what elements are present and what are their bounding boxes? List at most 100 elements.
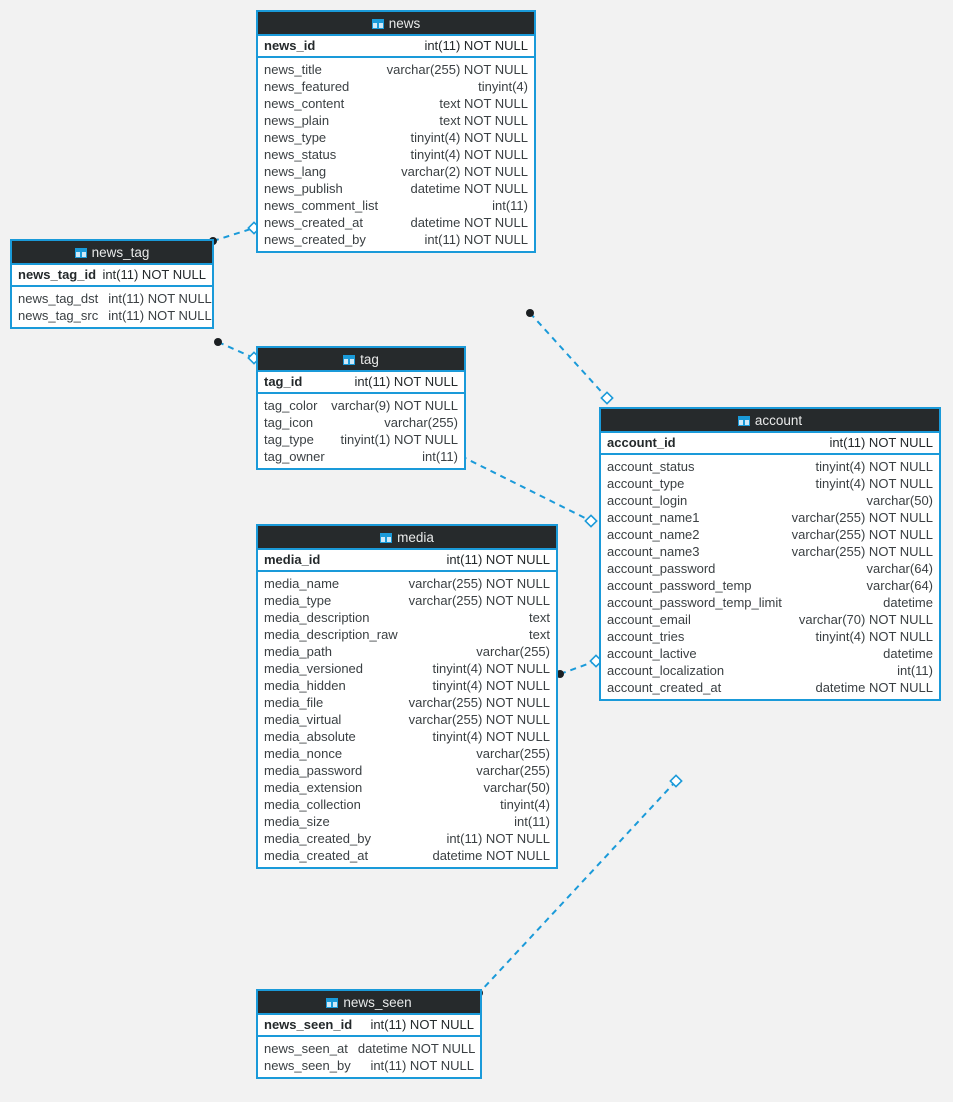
entity-header-account: account bbox=[601, 409, 939, 433]
field-row: account_name3 varchar(255) NOT NULL bbox=[601, 543, 939, 560]
field-name: media_versioned bbox=[264, 661, 364, 676]
field-name: account_email bbox=[607, 612, 691, 627]
field-row: media_nonce varchar(255) bbox=[258, 745, 556, 762]
entity-title: media bbox=[397, 530, 434, 545]
field-row: account_email varchar(70) NOT NULL bbox=[601, 611, 939, 628]
primary-key-row: media_id int(11) NOT NULL bbox=[258, 550, 556, 572]
field-row: media_name varchar(255) NOT NULL bbox=[258, 575, 556, 592]
field-row: tag_icon varchar(255) bbox=[258, 414, 464, 431]
field-name: tag_type bbox=[264, 432, 314, 447]
field-name: account_password_temp_limit bbox=[607, 595, 782, 610]
field-name: account_name2 bbox=[607, 527, 700, 542]
entity-news[interactable]: news news_id int(11) NOT NULL news_title… bbox=[256, 10, 536, 253]
table-icon bbox=[74, 248, 87, 258]
relationship-news-account[interactable] bbox=[526, 309, 614, 405]
field-type: varchar(255) NOT NULL bbox=[791, 527, 933, 542]
field-name: account_lactive bbox=[607, 646, 697, 661]
entity-title: news bbox=[388, 16, 421, 31]
field-name: news_title bbox=[264, 62, 322, 77]
field-row: tag_owner int(11) bbox=[258, 448, 464, 465]
field-name: news_content bbox=[264, 96, 345, 111]
field-name: account_name1 bbox=[607, 510, 700, 525]
field-name: news_seen_id bbox=[264, 1017, 353, 1032]
primary-key-row: news_seen_id int(11) NOT NULL bbox=[258, 1015, 480, 1037]
field-type: datetime NOT NULL bbox=[410, 181, 528, 196]
field-row: news_tag_dst int(11) NOT NULL bbox=[12, 290, 212, 307]
entity-header-media: media bbox=[258, 526, 556, 550]
field-name: tag_color bbox=[264, 398, 318, 413]
field-type: int(11) NOT NULL bbox=[354, 374, 458, 389]
field-row: account_password_temp varchar(64) bbox=[601, 577, 939, 594]
field-type: varchar(64) bbox=[866, 578, 933, 593]
field-type: varchar(255) NOT NULL bbox=[408, 576, 550, 591]
field-name: account_password_temp bbox=[607, 578, 752, 593]
field-type: varchar(70) NOT NULL bbox=[798, 612, 933, 627]
entity-news_seen[interactable]: news_seen news_seen_id int(11) NOT NULL … bbox=[256, 989, 482, 1079]
field-row: media_description text bbox=[258, 609, 556, 626]
field-type: int(11) NOT NULL bbox=[446, 831, 550, 846]
relationship-tag-account[interactable] bbox=[457, 452, 598, 528]
field-name: media_password bbox=[264, 763, 363, 778]
primary-key-row: news_tag_id int(11) NOT NULL bbox=[12, 265, 212, 287]
field-row: news_comment_list int(11) bbox=[258, 197, 534, 214]
field-type: datetime NOT NULL bbox=[432, 848, 550, 863]
field-row: account_localization int(11) bbox=[601, 662, 939, 679]
field-type: int(11) bbox=[492, 198, 528, 213]
field-name: news_tag_dst bbox=[18, 291, 99, 306]
field-name: news_status bbox=[264, 147, 337, 162]
field-name: media_virtual bbox=[264, 712, 342, 727]
entity-account[interactable]: account account_id int(11) NOT NULL acco… bbox=[599, 407, 941, 701]
entity-title: news_seen bbox=[343, 995, 412, 1010]
field-list: news_seen_at datetime NOT NULL news_seen_… bbox=[258, 1037, 480, 1077]
field-row: news_content text NOT NULL bbox=[258, 95, 534, 112]
relationship-news_tag-news[interactable] bbox=[209, 221, 261, 245]
field-name: account_type bbox=[607, 476, 685, 491]
field-name: news_created_by bbox=[264, 232, 366, 247]
field-type: datetime NOT NULL bbox=[815, 680, 933, 695]
field-type: varchar(255) NOT NULL bbox=[791, 510, 933, 525]
field-type: varchar(255) bbox=[476, 746, 550, 761]
field-type: int(11) bbox=[514, 814, 550, 829]
field-name: media_size bbox=[264, 814, 330, 829]
field-row: media_created_at datetime NOT NULL bbox=[258, 847, 556, 864]
field-row: media_description_raw text bbox=[258, 626, 556, 643]
field-name: account_login bbox=[607, 493, 688, 508]
field-row: news_tag_src int(11) NOT NULL bbox=[12, 307, 212, 324]
field-type: tinyint(4) NOT NULL bbox=[815, 476, 933, 491]
relationship-media-account[interactable] bbox=[556, 654, 603, 678]
field-row: news_created_at datetime NOT NULL bbox=[258, 214, 534, 231]
field-type: tinyint(4) NOT NULL bbox=[432, 661, 550, 676]
field-type: tinyint(4) NOT NULL bbox=[432, 729, 550, 744]
entity-title: tag bbox=[360, 352, 379, 367]
field-type: tinyint(4) NOT NULL bbox=[815, 459, 933, 474]
field-type: tinyint(4) bbox=[478, 79, 528, 94]
entity-header-news_seen: news_seen bbox=[258, 991, 480, 1015]
field-type: int(11) NOT NULL bbox=[424, 38, 528, 53]
field-name: media_nonce bbox=[264, 746, 343, 761]
field-row: media_versioned tinyint(4) NOT NULL bbox=[258, 660, 556, 677]
field-row: news_plain text NOT NULL bbox=[258, 112, 534, 129]
entity-header-tag: tag bbox=[258, 348, 464, 372]
entity-tag[interactable]: tag tag_id int(11) NOT NULL tag_color var… bbox=[256, 346, 466, 470]
field-name: news_id bbox=[264, 38, 316, 53]
primary-key-row: account_id int(11) NOT NULL bbox=[601, 433, 939, 455]
field-row: media_created_by int(11) NOT NULL bbox=[258, 830, 556, 847]
field-name: media_name bbox=[264, 576, 340, 591]
entity-media[interactable]: media media_id int(11) NOT NULL media_na… bbox=[256, 524, 558, 869]
field-row: account_tries tinyint(4) NOT NULL bbox=[601, 628, 939, 645]
field-name: media_created_at bbox=[264, 848, 369, 863]
relationship-news_tag-tag[interactable] bbox=[214, 338, 261, 365]
field-name: news_publish bbox=[264, 181, 343, 196]
field-type: int(11) NOT NULL bbox=[370, 1017, 474, 1032]
entity-header-news: news bbox=[258, 12, 534, 36]
field-row: account_lactive datetime bbox=[601, 645, 939, 662]
field-type: int(11) NOT NULL bbox=[108, 308, 212, 323]
field-row: news_title varchar(255) NOT NULL bbox=[258, 61, 534, 78]
field-row: news_lang varchar(2) NOT NULL bbox=[258, 163, 534, 180]
field-type: varchar(255) NOT NULL bbox=[408, 712, 550, 727]
field-row: account_name1 varchar(255) NOT NULL bbox=[601, 509, 939, 526]
field-row: news_publish datetime NOT NULL bbox=[258, 180, 534, 197]
entity-news_tag[interactable]: news_tag news_tag_id int(11) NOT NULL ne… bbox=[10, 239, 214, 329]
field-row: account_password_temp_limit datetime bbox=[601, 594, 939, 611]
table-icon bbox=[737, 416, 750, 426]
